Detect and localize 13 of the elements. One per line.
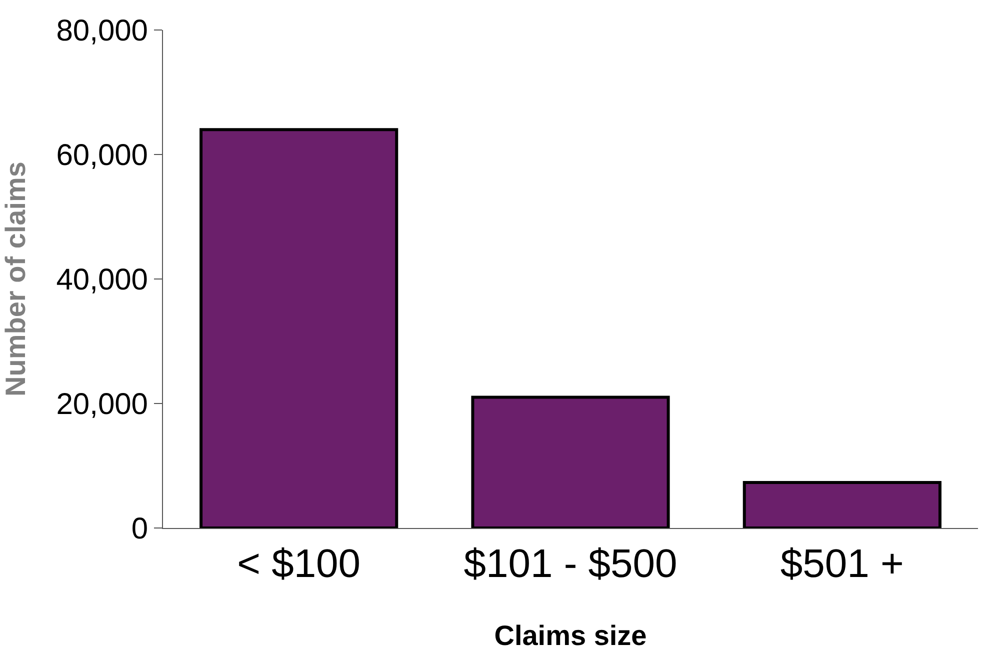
x-axis-title: Claims size bbox=[494, 620, 647, 652]
x-tick-label: < $100 bbox=[237, 542, 361, 586]
y-tick-label: 80,000 bbox=[56, 14, 148, 48]
y-tick-label: 60,000 bbox=[56, 139, 148, 172]
y-tick-label: 0 bbox=[131, 512, 148, 546]
x-tick-label: $101 - $500 bbox=[464, 542, 678, 586]
y-axis-title: Number of claims bbox=[0, 162, 31, 396]
y-tick-label: 40,000 bbox=[56, 264, 148, 296]
bar bbox=[742, 481, 942, 528]
y-tick-label: 20,000 bbox=[56, 388, 148, 421]
x-tick-label: $501 + bbox=[780, 542, 904, 586]
bar bbox=[200, 128, 398, 528]
bar bbox=[471, 396, 670, 528]
